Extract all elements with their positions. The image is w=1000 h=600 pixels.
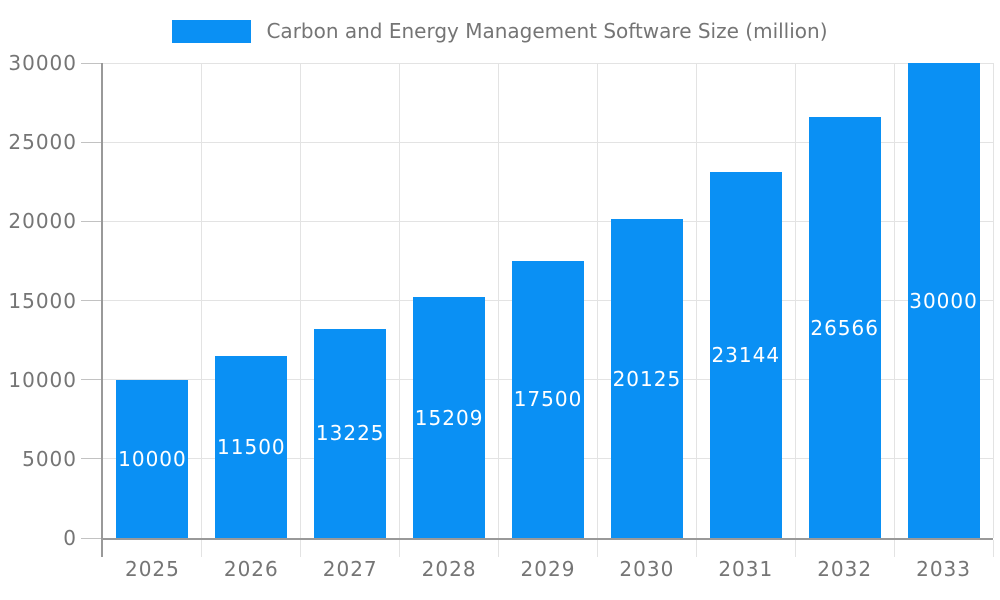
gridline-vertical — [498, 63, 500, 538]
x-axis-tick — [992, 540, 994, 557]
x-axis-label: 2031 — [718, 557, 774, 581]
bar-2025[interactable]: 10000 — [116, 379, 189, 538]
bar-2033[interactable]: 30000 — [907, 63, 980, 538]
x-axis-label: 2033 — [916, 557, 971, 581]
y-axis-tick — [81, 141, 103, 143]
x-axis-label: 2028 — [421, 557, 477, 581]
gridline-vertical — [893, 63, 895, 538]
bar-value-label: 26566 — [810, 315, 879, 340]
bar-value-label: 20125 — [612, 366, 682, 391]
y-axis-label: 20000 — [8, 209, 77, 234]
bar-value-label: 11500 — [217, 434, 286, 459]
x-axis-tick — [794, 540, 796, 557]
x-axis-tick — [695, 540, 697, 557]
y-axis-tick — [81, 379, 103, 381]
y-axis-label: 15000 — [8, 288, 77, 313]
gridline-vertical — [695, 63, 697, 538]
bar-value-label: 23144 — [711, 342, 781, 367]
bar-2028[interactable]: 15209 — [413, 297, 486, 538]
y-axis-line — [101, 63, 103, 557]
bar-2031[interactable]: 23144 — [709, 171, 782, 538]
legend-label: Carbon and Energy Management Software Si… — [266, 19, 828, 43]
gridline-horizontal — [103, 62, 993, 64]
x-axis-label: 2026 — [223, 557, 279, 581]
x-axis-label: 2027 — [322, 557, 378, 581]
gridline-vertical — [201, 63, 203, 538]
y-axis-label: 25000 — [8, 130, 77, 155]
x-axis-label: 2030 — [619, 557, 675, 581]
x-axis-tick — [201, 540, 203, 557]
x-axis-tick — [300, 540, 302, 557]
x-axis-label: 2032 — [817, 557, 873, 581]
bar-value-label: 15209 — [414, 405, 484, 430]
x-axis-label: 2025 — [124, 557, 180, 581]
x-axis-line — [101, 538, 993, 540]
bar-2030[interactable]: 20125 — [610, 219, 683, 538]
gridline-horizontal — [103, 141, 993, 143]
bar-value-label: 10000 — [118, 446, 187, 471]
y-axis-tick — [81, 458, 103, 460]
bar-value-label: 13225 — [315, 421, 385, 446]
x-axis-tick — [893, 540, 895, 557]
y-axis-label: 30000 — [8, 51, 77, 75]
bar-2029[interactable]: 17500 — [512, 260, 584, 538]
y-axis-label: 5000 — [22, 446, 77, 471]
chart-legend[interactable]: Carbon and Energy Management Software Si… — [0, 19, 1000, 43]
bar-2026[interactable]: 11500 — [215, 355, 288, 538]
y-axis-tick — [81, 220, 103, 222]
bar-2032[interactable]: 26566 — [808, 117, 881, 538]
gridline-vertical — [596, 63, 598, 538]
y-axis-tick — [81, 537, 103, 539]
x-axis-tick — [498, 540, 500, 557]
x-axis-tick — [399, 540, 401, 557]
gridline-vertical — [794, 63, 796, 538]
legend-swatch — [172, 19, 252, 43]
bar-value-label: 17500 — [513, 387, 583, 412]
gridline-horizontal — [103, 220, 993, 222]
gridline-vertical — [399, 63, 401, 538]
y-axis-tick — [81, 300, 103, 301]
gridline-vertical — [300, 63, 302, 538]
gridline-vertical — [992, 63, 994, 538]
y-axis-label: 0 — [63, 526, 77, 550]
y-axis-tick — [81, 62, 103, 64]
bar-2027[interactable]: 13225 — [314, 328, 387, 538]
y-axis-label: 10000 — [8, 367, 77, 392]
x-axis-tick — [596, 540, 598, 557]
bar-value-label: 30000 — [909, 288, 978, 313]
x-axis-label: 2029 — [520, 557, 576, 581]
